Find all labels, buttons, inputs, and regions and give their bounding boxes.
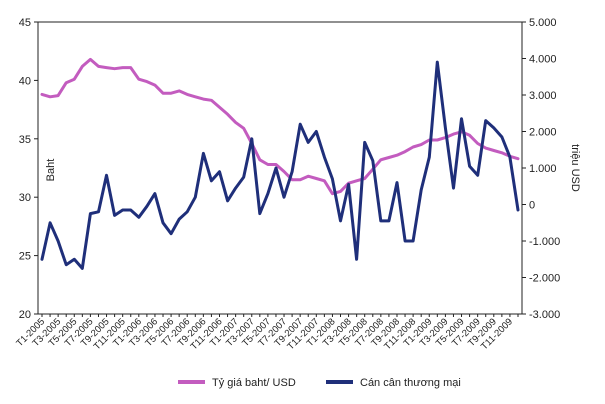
y-right-tick-label: -2.000 <box>529 273 560 285</box>
y-left-tick-label: 35 <box>19 134 31 146</box>
y-right-tick-label: 4.000 <box>529 54 557 66</box>
series-line-trade-balance <box>40 60 520 270</box>
legend: Tỷ giá baht/ USD Cán cân thương mại <box>178 377 461 389</box>
y-axis-right-label: triệu USD <box>569 144 581 192</box>
legend-label-trade: Cán cân thương mại <box>360 377 461 389</box>
y-right-tick-label: -1.000 <box>529 236 560 248</box>
y-left-tick-label: 20 <box>19 309 31 321</box>
y-axis-left-label: Baht <box>45 159 57 182</box>
y-right-tick-label: -3.000 <box>529 309 560 321</box>
series-line-baht-usd <box>40 57 520 196</box>
y-left-tick-label: 25 <box>19 251 31 263</box>
y-left-tick-label: 30 <box>19 192 31 204</box>
y-left-tick-label: 45 <box>19 17 31 29</box>
y-left-tick-label: 40 <box>19 75 31 87</box>
legend-label-baht: Tỷ giá baht/ USD <box>212 377 296 389</box>
y-right-tick-label: 0 <box>529 200 535 212</box>
y-right-tick-label: 3.000 <box>529 90 557 102</box>
y-right-tick-label: 5.000 <box>529 17 557 29</box>
y-right-tick-label: 2.000 <box>529 127 557 139</box>
y-right-tick-label: 1.000 <box>529 163 557 175</box>
